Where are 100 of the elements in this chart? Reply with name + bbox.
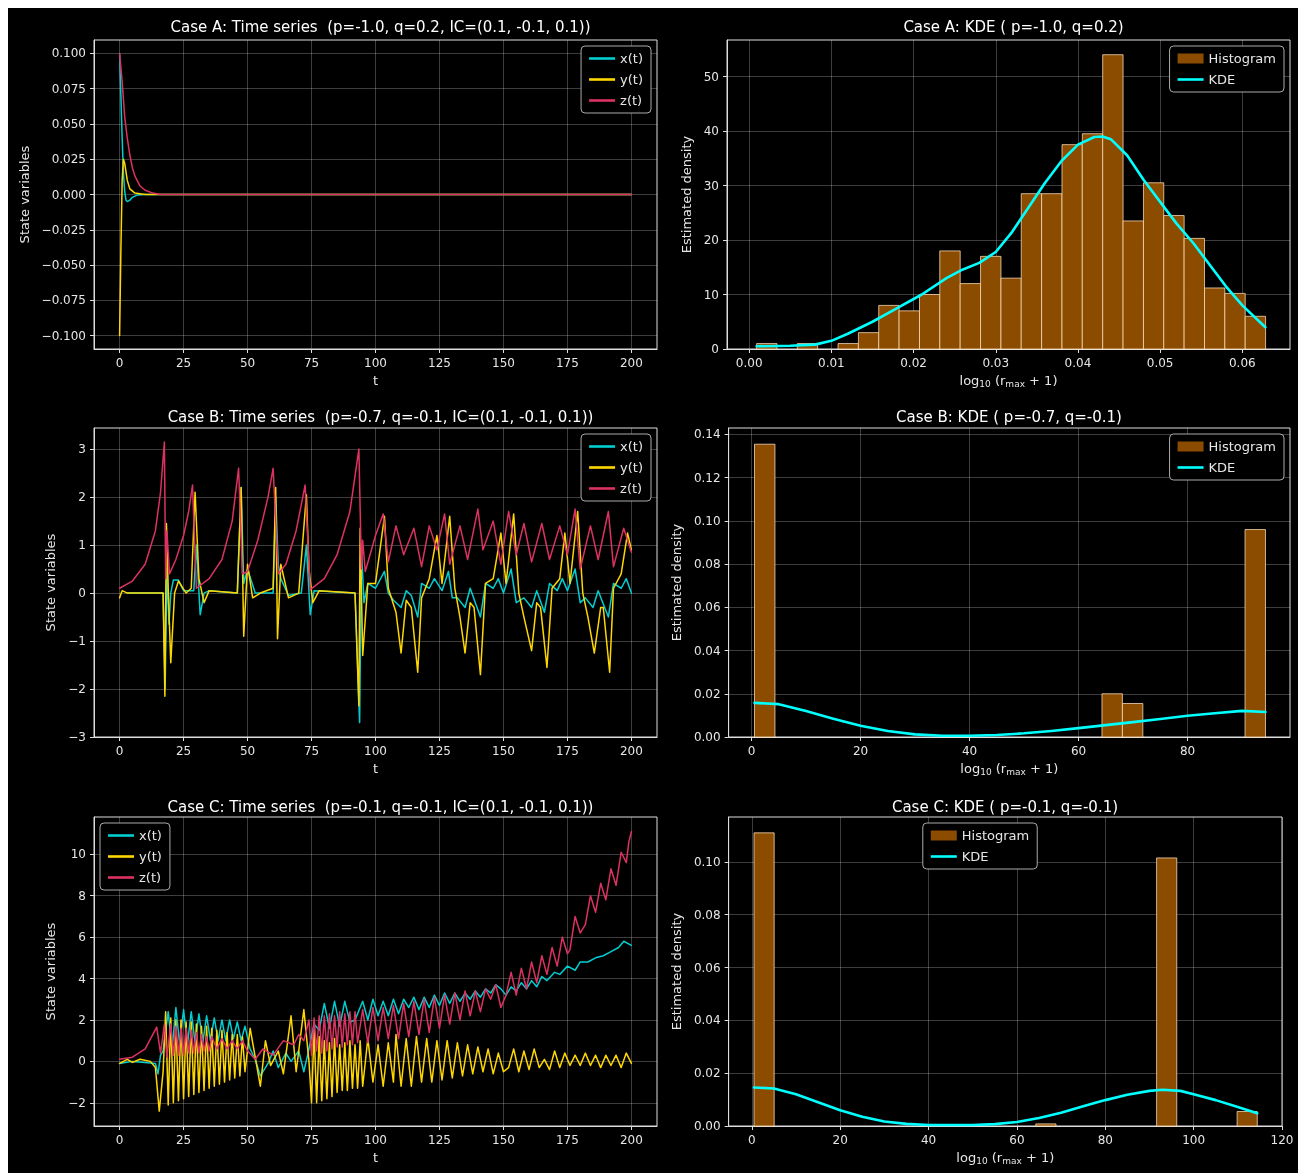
- x-axis-title: t: [372, 1149, 379, 1165]
- chart-title: Case A: Time series (p=-1.0, q=0.2, IC=(0.1, -0.1, 0.1)): [170, 17, 591, 36]
- y-tick-label: 3: [78, 442, 86, 457]
- x-tick-label: 100: [1182, 1133, 1206, 1147]
- legend-label: y(t): [620, 72, 643, 87]
- y-tick-label: 40: [703, 124, 719, 139]
- x-tick-label: 20: [852, 744, 869, 758]
- x-tick-label: 100: [364, 744, 387, 758]
- y-tick-label: 0.06: [693, 960, 721, 975]
- y-tick-label: 0.025: [51, 152, 86, 167]
- legend-label: z(t): [620, 93, 643, 108]
- y-tick-label: 10: [70, 847, 86, 862]
- y-tick-label: −0.075: [41, 293, 86, 308]
- chart-title: Case A: KDE ( p=-1.0, q=0.2): [903, 17, 1124, 36]
- y-axis-title: State variables: [43, 922, 59, 1021]
- x-tick-label: 0.06: [1228, 356, 1256, 370]
- x-tick-label: 25: [175, 744, 192, 758]
- y-tick-label: 0.00: [693, 730, 721, 744]
- x-tick-label: 50: [239, 744, 256, 758]
- x-tick-label: 75: [303, 1133, 320, 1147]
- y-tick-label: 0.04: [693, 643, 721, 658]
- x-tick-label: 50: [239, 1133, 256, 1147]
- y-tick-label: −1: [68, 634, 86, 649]
- chart-title: Case B: Time series (p=-0.7, q=-0.1, IC=(0.1, -0.1, 0.1)): [167, 407, 594, 426]
- x-tick-label: 200: [619, 744, 643, 758]
- legend-label: Histogram: [1208, 439, 1276, 454]
- y-tick-label: 0.08: [693, 907, 721, 922]
- x-axis-title: t: [372, 372, 379, 388]
- x-tick-label: 40: [961, 744, 978, 758]
- y-tick-label: −0.050: [41, 258, 86, 273]
- legend-label: y(t): [620, 460, 643, 475]
- x-tick-label: 0: [115, 744, 124, 758]
- x-tick-label: 175: [555, 1133, 579, 1147]
- y-tick-label: 0.10: [693, 854, 721, 869]
- x-tick-label: 75: [303, 744, 320, 758]
- x-tick-label: 200: [619, 1133, 643, 1147]
- x-tick-label: 0.02: [900, 356, 927, 370]
- y-tick-label: 2: [78, 490, 86, 505]
- x-tick-label: 40: [920, 1133, 937, 1147]
- x-tick-label: 120: [1270, 1133, 1294, 1147]
- y-tick-label: 0.050: [51, 116, 86, 131]
- x-tick-label: 60: [1070, 744, 1087, 758]
- x-tick-label: 25: [175, 356, 192, 370]
- x-tick-label: 100: [364, 1133, 387, 1147]
- y-tick-label: 30: [703, 178, 719, 193]
- y-tick-label: 2: [78, 1012, 86, 1027]
- y-tick-label: 0.02: [693, 686, 721, 701]
- y-tick-label: 0: [78, 1054, 86, 1069]
- y-tick-label: −3: [68, 730, 86, 744]
- x-tick-label: 20: [832, 1133, 848, 1147]
- x-tick-label: 125: [428, 744, 451, 758]
- legend-label: z(t): [139, 870, 162, 885]
- x-tick-label: 0: [115, 1133, 124, 1147]
- legend-label: y(t): [139, 849, 162, 864]
- x-tick-label: 0.01: [818, 356, 845, 370]
- x-tick-label: 50: [239, 356, 256, 370]
- x-tick-label: 175: [555, 744, 579, 758]
- y-tick-label: 0.075: [51, 81, 86, 96]
- y-tick-label: 0.14: [693, 427, 721, 442]
- x-tick-label: 150: [492, 356, 515, 370]
- x-tick-label: 125: [428, 356, 451, 370]
- x-tick-label: 0.03: [982, 356, 1010, 370]
- y-tick-label: 1: [78, 538, 86, 553]
- x-tick-label: 75: [303, 356, 320, 370]
- legend-label: x(t): [620, 439, 643, 454]
- legend-label: Histogram: [961, 828, 1030, 843]
- chart-title: Case C: KDE ( p=-0.1, q=-0.1): [891, 797, 1119, 816]
- x-axis-title: t: [372, 760, 379, 776]
- legend-label: x(t): [620, 51, 643, 66]
- x-tick-label: 125: [428, 1133, 451, 1147]
- y-tick-label: 0: [78, 586, 86, 601]
- y-tick-label: 0.08: [693, 557, 721, 572]
- x-tick-label: 100: [364, 356, 387, 370]
- y-axis-title: State variables: [43, 533, 59, 632]
- chart-title: Case C: Time series (p=-0.1, q=-0.1, IC=(0.1, -0.1, 0.1)): [167, 797, 594, 816]
- y-tick-label: 0.000: [51, 187, 86, 202]
- y-tick-label: 50: [703, 69, 719, 84]
- y-tick-label: 10: [703, 287, 719, 302]
- y-axis-title: Estimated density: [669, 523, 684, 642]
- y-tick-label: −2: [68, 682, 86, 697]
- x-tick-label: 0: [115, 356, 124, 370]
- y-axis-title: Estimated density: [678, 135, 694, 254]
- y-tick-label: 0.02: [693, 1066, 721, 1081]
- legend-label: KDE: [1208, 460, 1236, 475]
- y-tick-label: 0.04: [693, 1013, 721, 1028]
- y-tick-label: −0.025: [41, 222, 86, 237]
- x-tick-label: 0: [747, 1133, 756, 1147]
- y-tick-label: 4: [78, 971, 86, 986]
- y-tick-label: 0: [711, 342, 719, 356]
- y-tick-label: 0.100: [51, 46, 86, 61]
- y-tick-label: 6: [78, 930, 86, 945]
- y-tick-label: −0.100: [41, 328, 86, 343]
- x-tick-label: 0.04: [1064, 356, 1092, 370]
- y-tick-label: 0.00: [693, 1119, 721, 1133]
- y-axis-title: Estimated density: [669, 912, 684, 1031]
- chart-title: Case B: KDE ( p=-0.7, q=-0.1): [896, 407, 1122, 426]
- x-tick-label: 0.05: [1146, 356, 1174, 370]
- x-tick-label: 200: [619, 356, 643, 370]
- x-tick-label: 0.00: [735, 356, 763, 370]
- y-tick-label: 0.12: [693, 470, 721, 485]
